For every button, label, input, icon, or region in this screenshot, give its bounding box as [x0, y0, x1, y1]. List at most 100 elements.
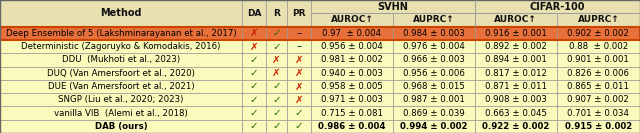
Text: SVHN: SVHN [378, 2, 408, 12]
Text: ✓: ✓ [272, 41, 281, 52]
Bar [475, 13, 557, 27]
Bar [557, 80, 640, 93]
Bar [557, 53, 640, 66]
Bar [311, 106, 393, 120]
Text: ✗: ✗ [250, 41, 259, 52]
Bar [242, 53, 266, 66]
Text: ✗: ✗ [294, 55, 303, 65]
Bar [242, 106, 266, 120]
Bar [0, 53, 242, 66]
Text: DUE (Van Amersfoort et al., 2021): DUE (Van Amersfoort et al., 2021) [47, 82, 195, 91]
Bar [557, 40, 640, 53]
Text: 0.966 ± 0.003: 0.966 ± 0.003 [403, 55, 465, 64]
Bar [311, 40, 393, 53]
Text: ✓: ✓ [250, 121, 259, 131]
Bar [266, 66, 287, 80]
Text: Deterministic (Zagoruyko & Komodakis, 2016): Deterministic (Zagoruyko & Komodakis, 20… [21, 42, 221, 51]
Text: ✓: ✓ [272, 81, 281, 92]
Bar [475, 66, 557, 80]
Text: 0.968 ± 0.015: 0.968 ± 0.015 [403, 82, 465, 91]
Text: 0.894 ± 0.001: 0.894 ± 0.001 [485, 55, 547, 64]
Bar [393, 53, 475, 66]
Text: 0.892 ± 0.002: 0.892 ± 0.002 [485, 42, 547, 51]
Text: 0.901 ± 0.001: 0.901 ± 0.001 [568, 55, 629, 64]
Bar [475, 0, 640, 13]
Text: vanilla VIB  (Alemi et al., 2018): vanilla VIB (Alemi et al., 2018) [54, 109, 188, 118]
Bar [475, 93, 557, 106]
Text: SNGP (Liu et al., 2020; 2023): SNGP (Liu et al., 2020; 2023) [58, 95, 184, 104]
Text: 0.994 ± 0.002: 0.994 ± 0.002 [400, 122, 468, 131]
Text: AUROC↑: AUROC↑ [495, 15, 537, 24]
Bar [557, 27, 640, 40]
Bar [242, 0, 266, 27]
Bar [266, 93, 287, 106]
Bar [266, 40, 287, 53]
Bar [393, 13, 475, 27]
Text: Deep Ensemble of 5 (Lakshminarayanan et al., 2017): Deep Ensemble of 5 (Lakshminarayanan et … [6, 29, 236, 38]
Bar [0, 40, 242, 53]
Bar [266, 80, 287, 93]
Text: 0.986 ± 0.004: 0.986 ± 0.004 [318, 122, 386, 131]
Bar [311, 13, 393, 27]
Bar [287, 80, 311, 93]
Text: ✗: ✗ [294, 95, 303, 105]
Bar [266, 106, 287, 120]
Text: ✓: ✓ [250, 55, 259, 65]
Bar [475, 120, 557, 133]
Text: 0.981 ± 0.002: 0.981 ± 0.002 [321, 55, 383, 64]
Bar [242, 120, 266, 133]
Bar [311, 80, 393, 93]
Text: ✗: ✗ [272, 68, 281, 78]
Text: 0.902 ± 0.002: 0.902 ± 0.002 [568, 29, 629, 38]
Bar [475, 40, 557, 53]
Bar [242, 93, 266, 106]
Text: ✓: ✓ [250, 68, 259, 78]
Bar [287, 0, 311, 27]
Bar [557, 66, 640, 80]
Text: R: R [273, 9, 280, 18]
Bar [393, 93, 475, 106]
Text: DA: DA [247, 9, 261, 18]
Text: ✓: ✓ [272, 108, 281, 118]
Text: ✓: ✓ [272, 95, 281, 105]
Text: ✗: ✗ [250, 28, 259, 38]
Bar [287, 27, 311, 40]
Text: 0.826 ± 0.006: 0.826 ± 0.006 [568, 69, 629, 78]
Text: 0.976 ± 0.004: 0.976 ± 0.004 [403, 42, 465, 51]
Bar [287, 66, 311, 80]
Bar [475, 27, 557, 40]
Bar [311, 53, 393, 66]
Bar [287, 40, 311, 53]
Text: 0.915 ± 0.002: 0.915 ± 0.002 [564, 122, 632, 131]
Text: 0.922 ± 0.002: 0.922 ± 0.002 [482, 122, 550, 131]
Text: ✗: ✗ [294, 81, 303, 92]
Text: 0.88  ± 0.002: 0.88 ± 0.002 [569, 42, 628, 51]
Text: 0.940 ± 0.003: 0.940 ± 0.003 [321, 69, 383, 78]
Text: CIFAR-100: CIFAR-100 [530, 2, 585, 12]
Text: ✓: ✓ [250, 81, 259, 92]
Bar [0, 80, 242, 93]
Text: 0.956 ± 0.006: 0.956 ± 0.006 [403, 69, 465, 78]
Text: 0.984 ± 0.003: 0.984 ± 0.003 [403, 29, 465, 38]
Text: 0.817 ± 0.012: 0.817 ± 0.012 [485, 69, 547, 78]
Text: 0.907 ± 0.002: 0.907 ± 0.002 [568, 95, 629, 104]
Text: 0.715 ± 0.081: 0.715 ± 0.081 [321, 109, 383, 118]
Text: 0.916 ± 0.001: 0.916 ± 0.001 [485, 29, 547, 38]
Bar [311, 0, 475, 13]
Bar [287, 106, 311, 120]
Text: ✗: ✗ [272, 55, 281, 65]
Bar [266, 120, 287, 133]
Bar [242, 66, 266, 80]
Bar [557, 13, 640, 27]
Text: AUPRC↑: AUPRC↑ [413, 15, 455, 24]
Text: ✓: ✓ [272, 28, 281, 38]
Bar [311, 27, 393, 40]
Text: –: – [296, 28, 301, 38]
Text: 0.871 ± 0.011: 0.871 ± 0.011 [485, 82, 547, 91]
Text: AUPRC↑: AUPRC↑ [577, 15, 620, 24]
Bar [266, 0, 287, 27]
Text: 0.908 ± 0.003: 0.908 ± 0.003 [485, 95, 547, 104]
Bar [557, 93, 640, 106]
Text: PR: PR [292, 9, 306, 18]
Bar [393, 27, 475, 40]
